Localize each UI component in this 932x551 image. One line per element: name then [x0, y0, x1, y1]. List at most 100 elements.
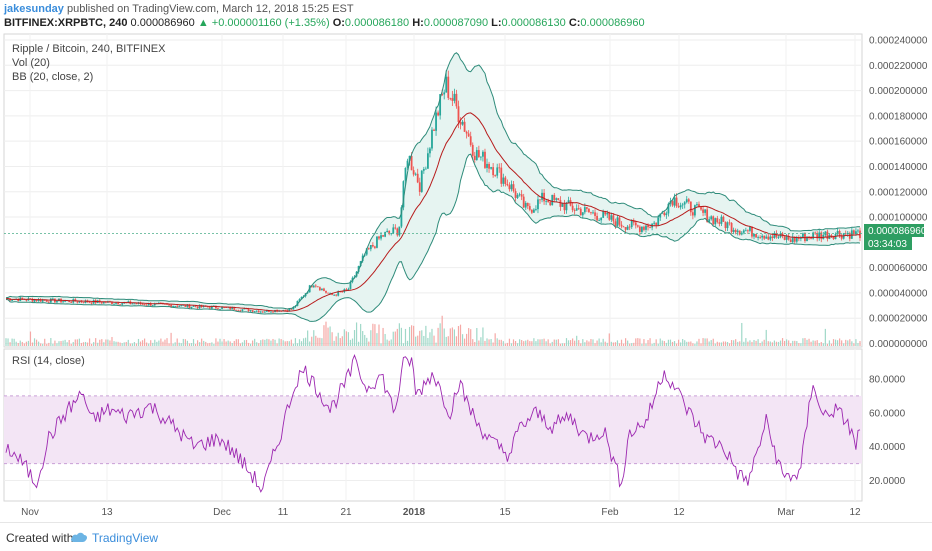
volume-bar: [618, 343, 621, 346]
volume-bar: [680, 342, 682, 346]
candle-body: [571, 205, 574, 211]
candle-body: [767, 236, 770, 240]
volume-bar: [824, 328, 826, 346]
time-axis[interactable]: Nov 13 Dec 11 21 2018 15 Feb 12 Mar 12: [21, 507, 861, 518]
volume-bar: [435, 342, 437, 346]
candle-body: [37, 299, 40, 302]
volume-bar: [769, 341, 771, 346]
time-tick-label: Dec: [213, 507, 231, 518]
candle-body: [70, 302, 73, 303]
candle-body: [559, 200, 562, 207]
candle-body: [210, 306, 213, 309]
candle-body: [369, 245, 372, 250]
volume-bar: [239, 343, 241, 346]
volume-bar: [355, 322, 358, 346]
author-link[interactable]: jakesunday: [4, 3, 64, 15]
volume-bar: [818, 343, 820, 346]
price-axis[interactable]: 0.000240000 0.000220000 0.000200000 0.00018…: [869, 36, 928, 351]
volume-bar: [453, 329, 456, 346]
volume-bar: [535, 341, 537, 346]
candle-body: [714, 218, 717, 225]
candle-body: [592, 212, 594, 214]
candle-body: [237, 310, 240, 312]
rsi-tick-label: 20.0000: [869, 476, 906, 487]
volume-bar: [665, 342, 667, 346]
volume-bar: [832, 339, 835, 346]
volume-bar: [341, 336, 343, 346]
volume-bar: [190, 343, 193, 346]
volume-bar: [733, 340, 735, 346]
candle-body: [700, 207, 702, 210]
candle-body: [645, 225, 647, 230]
volume-bar: [747, 341, 749, 346]
candle-body: [539, 199, 541, 201]
candle-body: [390, 233, 393, 234]
volume-bar: [859, 341, 861, 346]
volume-bar: [319, 337, 321, 346]
candle-body: [802, 233, 804, 239]
volume-bar: [410, 325, 413, 346]
tradingview-brand-link[interactable]: TradingView: [92, 531, 159, 545]
candle-body: [657, 217, 660, 226]
volume-bar: [606, 342, 608, 346]
volume-bar: [751, 341, 753, 346]
volume-bar: [843, 343, 845, 346]
volume-bar: [146, 342, 148, 346]
volume-bar: [154, 339, 156, 346]
candle-body: [708, 219, 711, 222]
candle-body: [496, 167, 499, 176]
volume-bar: [150, 340, 152, 346]
volume-bar: [243, 340, 246, 346]
candle-body: [406, 160, 409, 168]
chart-canvas[interactable]: 0.000240000 0.000220000 0.000200000 0.00018…: [0, 0, 932, 522]
volume-bar: [349, 339, 352, 346]
volume-bar: [461, 334, 464, 346]
volume-bar: [33, 338, 36, 346]
candle-body: [62, 301, 64, 303]
volume-bar: [223, 339, 225, 346]
volume-bar: [523, 341, 525, 346]
high-value: 0.000087090: [423, 17, 489, 29]
volume-bar: [194, 343, 197, 346]
candle-body: [506, 184, 509, 186]
volume-bar: [353, 330, 356, 346]
volume-bar: [543, 338, 545, 346]
volume-bar: [716, 341, 718, 346]
volume-bar: [455, 336, 458, 346]
time-tick-label: Nov: [21, 507, 39, 518]
volume-bar: [494, 333, 496, 346]
time-tick-label: 21: [340, 507, 352, 518]
candle-body: [45, 300, 48, 302]
volume-bar: [225, 341, 227, 346]
volume-bar: [386, 339, 388, 346]
candle-body: [789, 239, 792, 243]
candle-body: [679, 205, 682, 208]
rsi-axis[interactable]: 80.0000 60.0000 40.0000 20.0000: [869, 375, 906, 488]
candle-body: [524, 202, 527, 208]
volume-bar: [671, 341, 674, 346]
volume-bar: [168, 343, 170, 346]
volume-bar: [673, 341, 676, 346]
volume-bar: [188, 343, 191, 346]
volume-bar: [186, 340, 188, 346]
candle-body: [687, 199, 690, 202]
volume-bar: [578, 340, 580, 346]
candle-body: [133, 303, 136, 305]
volume-bar: [714, 343, 716, 346]
volume-bar: [119, 342, 121, 346]
change-value: +0.000001160 (+1.35%): [211, 17, 330, 29]
volume-bar: [305, 337, 307, 346]
volume-bar: [572, 338, 574, 346]
volume-bar: [529, 341, 531, 346]
volume-bar: [826, 343, 828, 346]
volume-bar: [107, 339, 109, 346]
up-arrow-icon: ▲: [197, 17, 209, 29]
volume-bar: [635, 338, 637, 346]
volume-bar: [783, 340, 786, 346]
volume-bar: [376, 333, 378, 346]
volume-bar: [113, 341, 115, 346]
candle-body: [691, 212, 694, 216]
volume-bar: [661, 340, 663, 346]
candle-body: [528, 206, 531, 210]
candle-body: [852, 230, 855, 235]
